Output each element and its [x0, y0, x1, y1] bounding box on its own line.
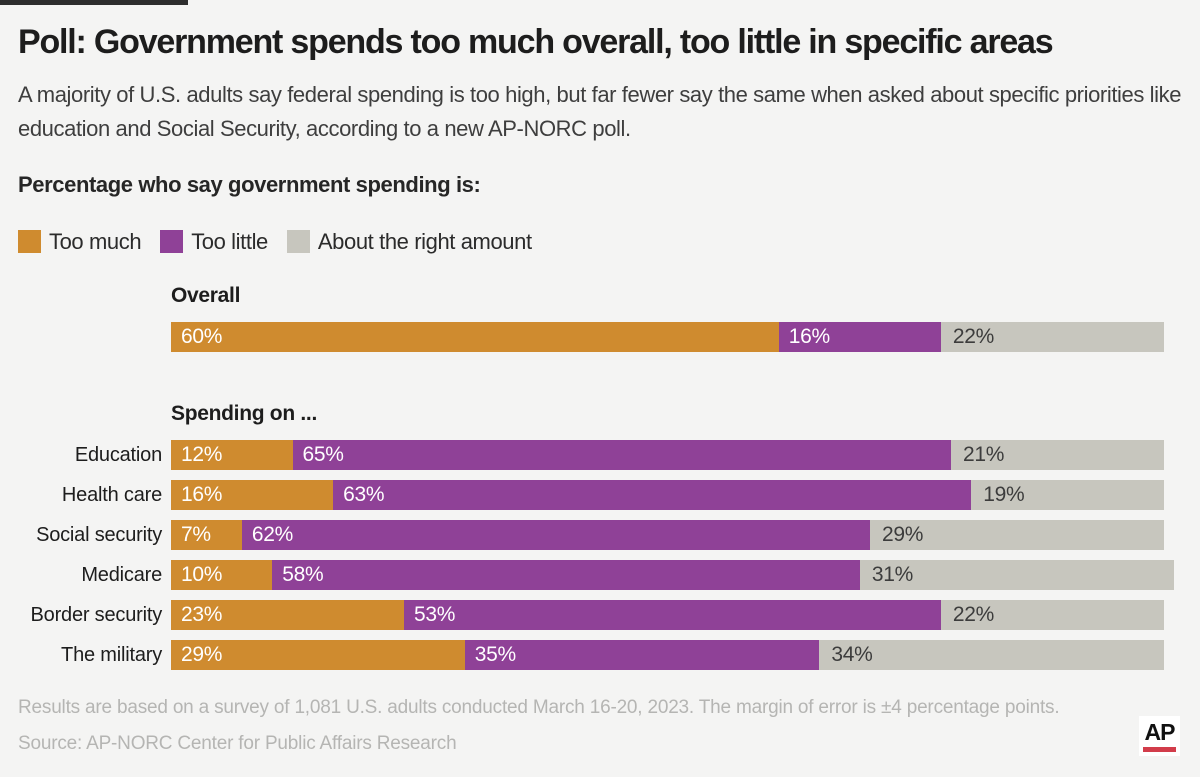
row-label: Health care: [61, 483, 162, 506]
bar-segment-too-little: 62%: [241, 520, 870, 550]
chart-group-spending-on: Spending on ... Education 12% 65% 21% Health …: [18, 401, 1200, 670]
bar-value-label: 34%: [831, 643, 873, 666]
bar-track: 10% 58% 31%: [171, 560, 1184, 590]
row-label: Medicare: [81, 563, 162, 586]
bar-segment-too-little: 63%: [333, 480, 972, 510]
page-subtitle: A majority of U.S. adults say federal sp…: [18, 82, 1182, 141]
bar-value-label: 29%: [181, 643, 223, 666]
bar-segment-too-little: 16%: [778, 322, 941, 352]
row-label: Education: [74, 443, 162, 466]
bar-segment-about-the-right-amount: 31%: [859, 560, 1174, 590]
legend-item-about-the-right-amount: About the right amount: [286, 228, 532, 255]
bar-value-label: 12%: [181, 443, 223, 466]
bar-track: 7% 62% 29%: [171, 520, 1184, 550]
bar-value-label: 35%: [474, 643, 516, 666]
bar-segment-too-little: 35%: [464, 640, 820, 670]
bar-value-label: 60%: [181, 325, 223, 348]
bar-value-label: 65%: [302, 443, 344, 466]
source-credit: Source: AP-NORC Center for Public Affair…: [18, 733, 457, 754]
chart: Overall 60% 16% 22% Spending on ... Education…: [18, 283, 1200, 670]
bar-segment-about-the-right-amount: 22%: [940, 322, 1164, 352]
chart-legend: Too much Too little About the right amount: [18, 228, 1182, 255]
chart-row-social-security: Social security 7% 62% 29%: [18, 520, 1200, 550]
chart-row-border-security: Border security 23% 53% 22%: [18, 600, 1200, 630]
bar-segment-too-much: 7%: [171, 520, 242, 550]
bar-segment-about-the-right-amount: 19%: [971, 480, 1164, 510]
chart-row-medicare: Medicare 10% 58% 31%: [18, 560, 1200, 590]
chart-group-overall: Overall 60% 16% 22%: [18, 283, 1200, 352]
bar-value-label: 22%: [952, 603, 994, 626]
legend-label: Too little: [191, 228, 268, 254]
bar-track: 29% 35% 34%: [171, 640, 1184, 670]
bar-track: 12% 65% 21%: [171, 440, 1184, 470]
bar-segment-too-much: 12%: [171, 440, 293, 470]
ap-logo-underline: [1143, 747, 1176, 752]
bar-value-label: 16%: [181, 483, 223, 506]
legend-swatch-icon: [160, 230, 184, 253]
bar-segment-too-much: 10%: [171, 560, 273, 590]
chart-row-the-military: The military 29% 35% 34%: [18, 640, 1200, 670]
methodology-note: Results are based on a survey of 1,081 U…: [18, 697, 1060, 718]
bar-value-label: 58%: [282, 563, 324, 586]
bar-segment-about-the-right-amount: 21%: [950, 440, 1164, 470]
bar-value-label: 63%: [343, 483, 385, 506]
chart-row-health-care: Health care 16% 63% 19%: [18, 480, 1200, 510]
legend-label: About the right amount: [317, 228, 532, 254]
bar-value-label: 62%: [251, 523, 294, 546]
bar-segment-too-much: 23%: [171, 600, 404, 630]
bar-segment-too-much: 16%: [171, 480, 334, 510]
row-label: Social security: [36, 523, 162, 546]
ap-logo-text: AP: [1144, 719, 1176, 745]
bar-segment-too-little: 53%: [403, 600, 941, 630]
legend-item-too-much: Too much: [18, 228, 142, 255]
group-heading: Overall: [171, 284, 241, 307]
chart-row-overall: 60% 16% 22%: [18, 322, 1200, 352]
bar-value-label: 29%: [881, 523, 924, 546]
bar-segment-too-much: 60%: [171, 322, 779, 352]
top-progress-strip: [0, 0, 188, 5]
bar-value-label: 53%: [413, 603, 456, 626]
page-title: Poll: Government spends too much overall…: [18, 23, 1054, 61]
bar-value-label: 23%: [181, 603, 223, 626]
bar-track: 16% 63% 19%: [171, 480, 1184, 510]
bar-value-label: 7%: [181, 523, 211, 546]
section-heading: Percentage who say government spending i…: [18, 172, 481, 197]
bar-track: 23% 53% 22%: [171, 600, 1184, 630]
legend-label: Too much: [49, 228, 142, 254]
row-label: Border security: [30, 603, 163, 626]
bar-segment-about-the-right-amount: 22%: [940, 600, 1164, 630]
legend-item-too-little: Too little: [160, 229, 268, 255]
bar-value-label: 16%: [788, 325, 830, 348]
bar-segment-about-the-right-amount: 34%: [819, 640, 1164, 670]
bar-track: 60% 16% 22%: [171, 322, 1184, 352]
group-heading: Spending on ...: [171, 402, 317, 425]
bar-segment-too-little: 58%: [272, 560, 860, 590]
bar-value-label: 31%: [871, 563, 913, 586]
legend-swatch-icon: [286, 230, 310, 253]
legend-swatch-icon: [18, 230, 41, 253]
bar-segment-about-the-right-amount: 29%: [869, 520, 1164, 550]
bar-value-label: 22%: [952, 325, 995, 348]
ap-logo: AP: [1139, 716, 1180, 756]
bar-value-label: 21%: [962, 443, 1005, 466]
chart-row-education: Education 12% 65% 21%: [18, 440, 1200, 470]
bar-value-label: 19%: [983, 483, 1025, 506]
bar-segment-too-much: 29%: [171, 640, 465, 670]
row-label: The military: [61, 643, 162, 666]
bar-value-label: 10%: [181, 563, 223, 586]
bar-segment-too-little: 65%: [292, 440, 951, 470]
